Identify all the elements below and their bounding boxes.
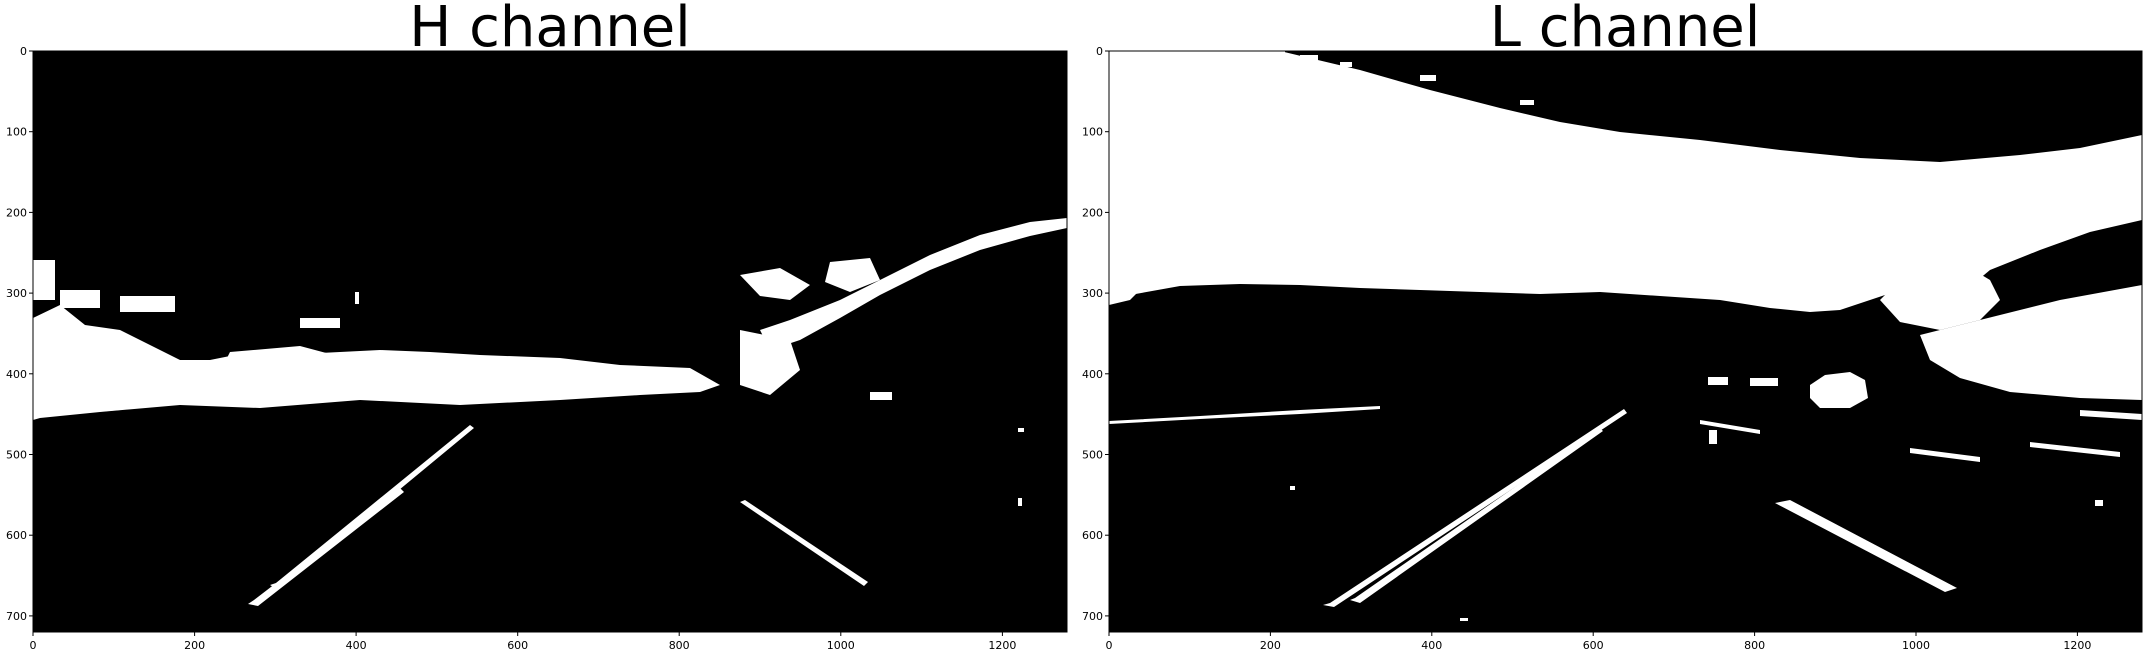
y-tick-label: 600: [6, 529, 27, 542]
x-tick-label: 800: [1744, 639, 1765, 652]
panel-h-channel: H channel: [6, 0, 1068, 652]
axes-frame: [1108, 50, 2143, 633]
y-axis: 0 100 200 300 400 500 600 700: [1082, 45, 1109, 623]
y-tick-label: 300: [6, 287, 27, 300]
x-tick-label: 1000: [1902, 639, 1930, 652]
y-tick-label: 700: [6, 610, 27, 623]
x-tick-label: 200: [184, 639, 205, 652]
panel-title: H channel: [409, 0, 691, 60]
x-tick-label: 600: [507, 639, 528, 652]
axes-frame: [32, 50, 1068, 633]
y-tick-label: 400: [1082, 368, 1103, 381]
x-tick-label: 400: [1421, 639, 1442, 652]
x-tick-label: 0: [30, 639, 37, 652]
panel-l-channel: L channel: [1082, 0, 2143, 652]
x-axis: 0 200 400 600 800 1000 1200: [1106, 632, 2091, 652]
y-tick-label: 100: [1082, 126, 1103, 139]
y-tick-label: 700: [1082, 610, 1103, 623]
image-area: [33, 51, 1067, 632]
x-tick-label: 200: [1260, 639, 1281, 652]
x-tick-label: 600: [1583, 639, 1604, 652]
panel-title: L channel: [1490, 0, 1761, 60]
y-tick-label: 200: [6, 206, 27, 219]
y-tick-label: 600: [1082, 529, 1103, 542]
x-tick-label: 0: [1106, 639, 1113, 652]
y-tick-label: 100: [6, 126, 27, 139]
y-tick-label: 500: [6, 449, 27, 462]
x-tick-label: 800: [669, 639, 690, 652]
mask-blobs: [1109, 51, 2142, 621]
y-tick-label: 0: [20, 45, 27, 58]
x-axis: 0 200 400 600 800 1000 1200: [30, 632, 1016, 652]
y-tick-label: 300: [1082, 287, 1103, 300]
y-tick-label: 500: [1082, 449, 1103, 462]
y-tick-label: 400: [6, 368, 27, 381]
x-tick-label: 400: [346, 639, 367, 652]
x-tick-label: 1000: [827, 639, 855, 652]
y-tick-label: 200: [1082, 206, 1103, 219]
x-tick-label: 1200: [988, 639, 1016, 652]
mask-blobs: [33, 218, 1067, 606]
x-tick-label: 1200: [2063, 639, 2091, 652]
y-axis: 0 100 200 300 400 500 600 700: [6, 45, 33, 623]
y-tick-label: 0: [1096, 45, 1103, 58]
